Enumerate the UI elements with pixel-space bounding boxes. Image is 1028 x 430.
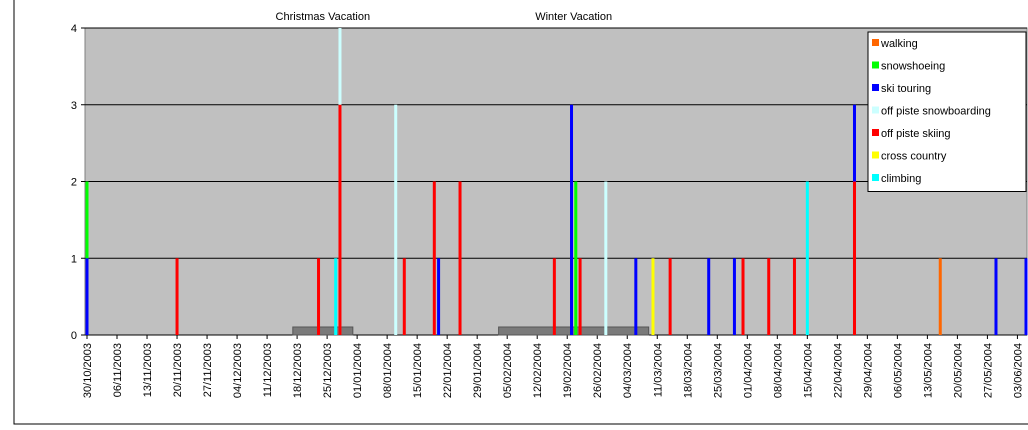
bar — [578, 258, 582, 335]
bar — [1024, 258, 1028, 335]
legend-label: off piste skiing — [881, 128, 951, 140]
bar — [634, 258, 638, 335]
bar — [651, 258, 655, 335]
x-tick-label: 04/03/2004 — [622, 343, 634, 398]
y-tick-label: 2 — [71, 177, 77, 189]
vacation-period — [292, 326, 354, 336]
x-tick-label: 25/12/2003 — [322, 343, 334, 398]
x-tick-label: 01/04/2004 — [742, 343, 754, 398]
bar — [402, 258, 406, 335]
x-tick-label: 29/04/2004 — [862, 343, 874, 398]
x-tick-label: 29/01/2004 — [472, 343, 484, 398]
bar — [805, 181, 809, 335]
bar — [938, 258, 942, 335]
x-tick-label: 06/05/2004 — [892, 343, 904, 398]
y-tick-label: 3 — [71, 100, 77, 112]
legend-swatch — [872, 39, 879, 46]
annotation: Christmas Vacation — [276, 11, 371, 23]
legend-swatch — [872, 61, 879, 69]
x-tick-label: 25/03/2004 — [712, 343, 724, 398]
bar — [570, 104, 574, 335]
bar — [432, 181, 436, 335]
annotation: Winter Vacation — [535, 11, 612, 23]
x-tick-label: 11/12/2003 — [262, 343, 274, 397]
bar — [338, 104, 342, 335]
x-tick-label: 04/12/2003 — [232, 343, 244, 398]
legend-swatch — [872, 174, 879, 181]
x-tick-label: 05/02/2004 — [502, 343, 514, 398]
bar — [574, 181, 578, 335]
x-tick-label: 08/01/2004 — [382, 343, 394, 398]
x-tick-label: 06/11/2003 — [112, 343, 124, 397]
bar — [994, 258, 998, 335]
y-tick-label: 4 — [71, 23, 77, 35]
bar — [852, 181, 856, 335]
x-tick-label: 11/03/2004 — [652, 343, 664, 397]
legend-box — [867, 31, 1027, 192]
x-tick-label: 13/05/2004 — [922, 343, 934, 398]
legend-swatch — [872, 84, 879, 91]
x-tick-label: 30/10/2003 — [82, 343, 94, 398]
bar — [792, 258, 796, 335]
bar — [767, 258, 771, 335]
legend-label: cross country — [881, 151, 947, 163]
x-tick-label: 22/04/2004 — [832, 343, 844, 398]
legend-label: off piste snowboarding — [881, 106, 991, 118]
x-tick-label: 15/04/2004 — [802, 343, 814, 398]
bar — [741, 258, 745, 335]
x-tick-label: 15/01/2004 — [412, 343, 424, 398]
bar — [707, 258, 711, 335]
legend-label: ski touring — [881, 83, 931, 95]
legend-swatch — [872, 106, 879, 114]
x-tick-label: 27/05/2004 — [982, 343, 994, 398]
bar — [668, 258, 672, 335]
x-tick-label: 03/06/2004 — [1012, 343, 1024, 398]
x-tick-label: 20/11/2003 — [172, 343, 184, 397]
vacation-period — [498, 326, 650, 336]
legend-label: walking — [880, 38, 918, 50]
legend-swatch — [872, 151, 879, 159]
bar — [317, 258, 321, 335]
y-tick-label: 0 — [71, 330, 77, 342]
x-tick-label: 22/01/2004 — [442, 343, 454, 398]
legend-swatch — [872, 129, 879, 136]
bar — [437, 258, 441, 335]
bar — [175, 258, 179, 335]
x-tick-label: 18/03/2004 — [682, 343, 694, 398]
bar — [604, 181, 608, 335]
x-tick-label: 19/02/2004 — [562, 343, 574, 398]
legend-label: climbing — [881, 173, 921, 185]
x-tick-label: 01/01/2004 — [352, 343, 364, 398]
bar — [552, 258, 556, 335]
bar — [394, 104, 398, 335]
x-tick-label: 27/11/2003 — [202, 343, 214, 397]
bar — [458, 181, 462, 335]
x-tick-label: 18/12/2003 — [292, 343, 304, 398]
y-tick-label: 1 — [71, 253, 77, 265]
x-tick-label: 12/02/2004 — [532, 343, 544, 398]
bar — [85, 258, 89, 335]
x-tick-label: 08/04/2004 — [772, 343, 784, 398]
x-tick-label: 26/02/2004 — [592, 343, 604, 398]
bar — [732, 258, 736, 335]
x-tick-label: 13/11/2003 — [142, 343, 154, 397]
legend-label: snowshoeing — [881, 61, 945, 73]
x-tick-label: 20/05/2004 — [952, 343, 964, 398]
bar — [334, 258, 338, 335]
